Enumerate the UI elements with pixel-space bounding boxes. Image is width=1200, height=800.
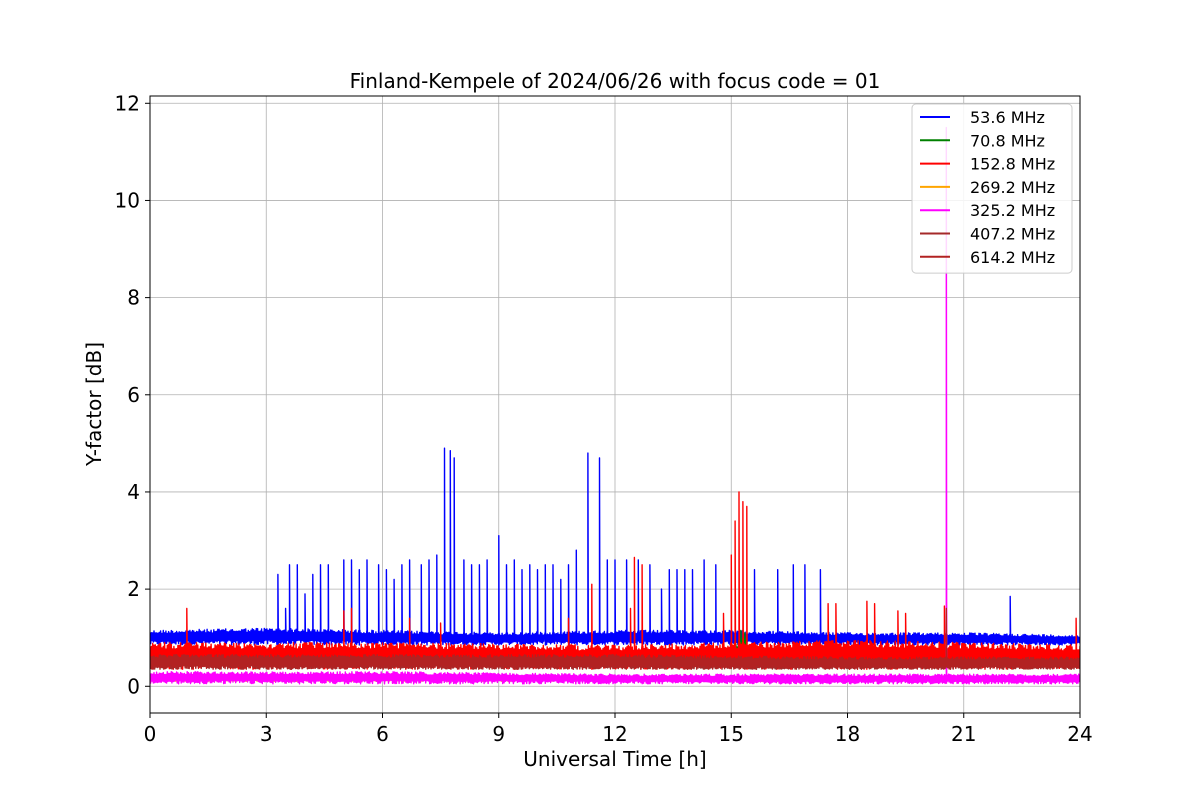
x-tick-label: 15 xyxy=(719,722,744,746)
legend-label-269-2-mhz: 269.2 MHz xyxy=(970,178,1055,197)
series-line-53-6-mhz xyxy=(150,447,1080,646)
y-axis-label: Y-factor [dB] xyxy=(82,342,106,467)
legend-label-614-2-mhz: 614.2 MHz xyxy=(970,248,1055,267)
legend-box xyxy=(911,103,1073,274)
grid xyxy=(149,96,1081,713)
x-tick-label: 3 xyxy=(260,722,273,746)
chart-title: Finland-Kempele of 2024/06/26 with focus… xyxy=(350,69,881,93)
series-line-325-2-mhz xyxy=(150,126,1080,685)
legend-label-407-2-mhz: 407.2 MHz xyxy=(970,225,1055,244)
y-tick-label: 10 xyxy=(115,188,140,212)
x-tick-label: 0 xyxy=(144,722,157,746)
y-tick-label: 2 xyxy=(127,577,140,601)
x-tick-label: 12 xyxy=(602,722,627,746)
series-line-614-2-mhz xyxy=(150,607,1080,670)
legend-label-152-8-mhz: 152.8 MHz xyxy=(970,155,1055,174)
plot-area xyxy=(150,126,1080,685)
y-tick-label: 4 xyxy=(127,480,140,504)
x-tick-label: 6 xyxy=(376,722,389,746)
x-tick-label: 18 xyxy=(835,722,860,746)
x-tick-label: 24 xyxy=(1067,722,1092,746)
x-axis-label: Universal Time [h] xyxy=(523,747,706,771)
y-tick-label: 6 xyxy=(127,383,140,407)
x-tick-label: 9 xyxy=(492,722,505,746)
y-tick-label: 12 xyxy=(115,91,140,115)
x-tick-label: 21 xyxy=(951,722,976,746)
y-tick-label: 8 xyxy=(127,286,140,310)
y-tick-label: 0 xyxy=(127,674,140,698)
legend-label-53-6-mhz: 53.6 MHz xyxy=(970,108,1045,127)
legend-label-325-2-mhz: 325.2 MHz xyxy=(970,201,1055,220)
legend-label-70-8-mhz: 70.8 MHz xyxy=(970,131,1045,150)
legend: 53.6 MHz 70.8 MHz 152.8 MHz 269.2 MHz 32… xyxy=(911,103,1073,274)
